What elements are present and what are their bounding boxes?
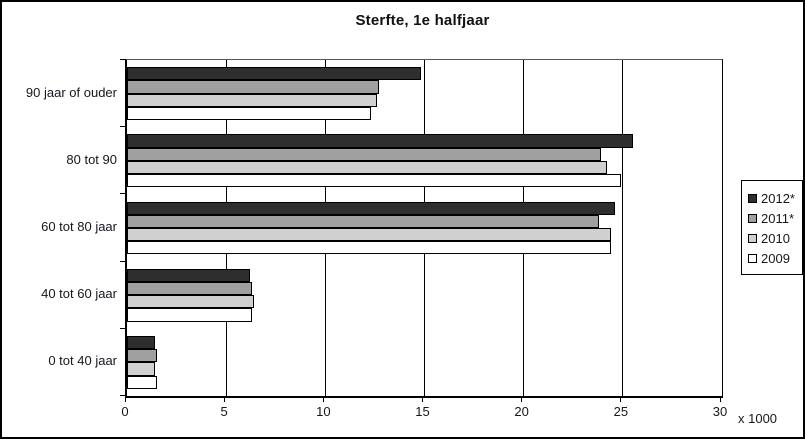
gridline-x-25	[622, 60, 624, 396]
bar-2009-cat0	[127, 106, 371, 120]
bar-2011-cat2	[127, 214, 600, 228]
x-axis-tick	[620, 397, 622, 402]
bar-2011-cat1	[127, 147, 602, 161]
x-tick-label-0: 0	[121, 404, 129, 419]
x-tick-label-5: 5	[220, 404, 228, 419]
x-tick-label-15: 15	[415, 404, 430, 419]
legend-swatch-icon	[748, 253, 757, 263]
plot-area	[125, 59, 723, 398]
bar-2012-cat0	[127, 67, 421, 81]
bar-2012-cat3	[127, 268, 250, 282]
y-category-label: 90 jaar of ouder	[25, 84, 117, 100]
legend-label: 2009	[761, 250, 790, 266]
legend-swatch-icon	[748, 213, 757, 223]
legend: 2012* 2011* 2010 2009	[741, 180, 803, 275]
y-category-label: 40 tot 60 jaar	[41, 286, 117, 302]
bar-2010-cat4	[127, 362, 155, 376]
bar-2010-cat1	[127, 160, 607, 174]
legend-item: 2009	[748, 248, 797, 268]
y-category-label: 60 tot 80 jaar	[41, 219, 117, 234]
x-axis-unit-label: x 1000	[738, 411, 778, 426]
chart-title: Sterfte, 1e halfjaar	[355, 12, 490, 29]
legend-item: 2011*	[748, 208, 797, 228]
x-axis-tick	[124, 397, 126, 402]
x-tick-label-20: 20	[514, 404, 529, 419]
legend-label: 2012*	[761, 190, 795, 206]
x-axis-tick	[223, 397, 225, 402]
legend-label: 2010	[761, 230, 790, 246]
y-axis-tick	[120, 327, 126, 329]
x-axis-tick	[521, 397, 523, 402]
bar-2012-cat1	[127, 134, 633, 148]
y-category-label: 0 tot 40 jaar	[48, 353, 117, 369]
legend-item: 2010	[748, 228, 797, 248]
bar-2009-cat4	[127, 375, 157, 389]
legend-label: 2011*	[761, 210, 795, 226]
bar-2011-cat4	[127, 349, 157, 363]
bar-2011-cat0	[127, 80, 379, 94]
y-axis-tick	[120, 395, 126, 396]
bar-2009-cat1	[127, 174, 621, 188]
bar-2012-cat2	[127, 201, 615, 215]
bar-2009-cat2	[127, 241, 611, 255]
x-tick-label-30: 30	[712, 404, 728, 419]
y-axis-tick	[120, 260, 126, 262]
bar-2009-cat3	[127, 308, 252, 322]
y-category-label: 80 tot 90	[66, 151, 117, 167]
legend-item: 2012*	[748, 188, 797, 208]
bar-2010-cat2	[127, 228, 611, 242]
bar-2010-cat0	[127, 93, 377, 107]
x-tick-label-10: 10	[316, 404, 331, 419]
x-axis-tick	[322, 397, 324, 402]
y-axis-tick	[120, 193, 126, 195]
legend-swatch-icon	[748, 193, 757, 203]
x-axis-tick	[719, 397, 721, 402]
y-axis-tick	[120, 126, 126, 128]
x-axis-tick	[422, 397, 423, 402]
y-axis-tick	[120, 59, 126, 60]
bar-2012-cat4	[127, 336, 155, 350]
x-tick-label-25: 25	[613, 404, 629, 419]
bar-2010-cat3	[127, 295, 254, 309]
bar-2011-cat3	[127, 282, 252, 296]
legend-swatch-icon	[748, 233, 757, 243]
